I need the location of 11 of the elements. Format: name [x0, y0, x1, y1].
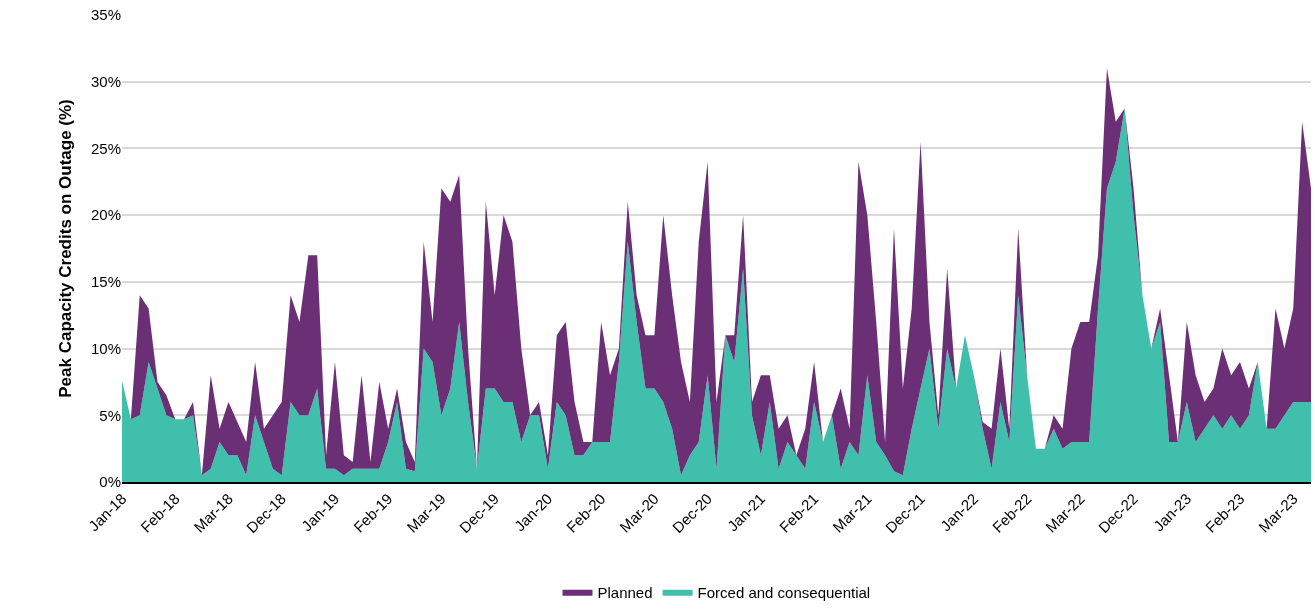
y-tick-label: 15%	[90, 273, 121, 291]
y-tick-label: 10%	[90, 339, 121, 357]
legend-label: Forced and consequential	[697, 583, 871, 601]
y-tick-label: 35%	[90, 6, 121, 24]
y-tick-label: 20%	[90, 206, 121, 224]
legend-label: Planned	[597, 583, 653, 601]
y-tick-label: 25%	[90, 139, 121, 157]
y-axis-title: Peak Capacity Credits on Outage (%)	[55, 99, 75, 398]
y-tick-label: 0%	[99, 473, 121, 491]
y-tick-label: 5%	[99, 406, 121, 424]
y-tick-label: 30%	[90, 72, 121, 90]
